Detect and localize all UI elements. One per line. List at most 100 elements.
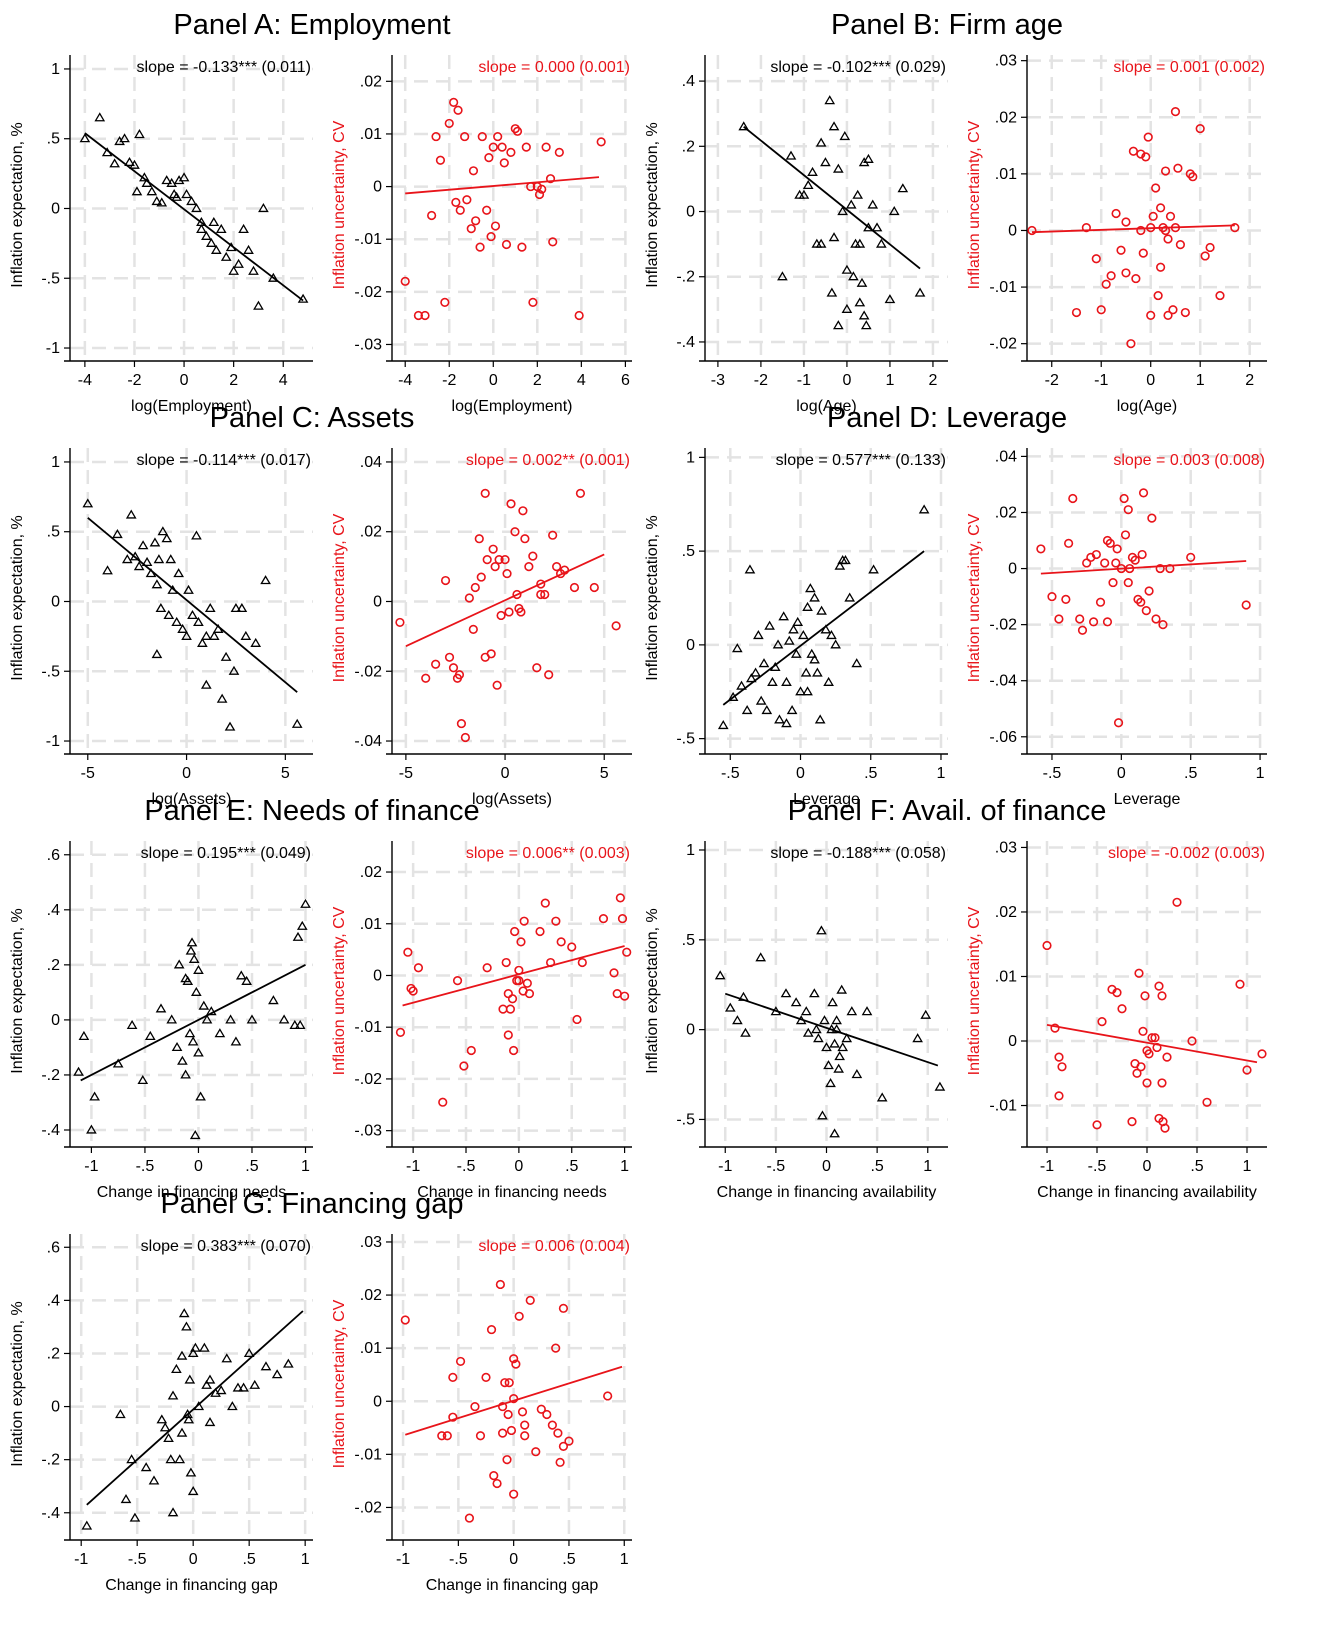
data-point bbox=[435, 155, 446, 165]
y-tick-label: -.01 bbox=[989, 279, 1017, 296]
y-tick-label: 1 bbox=[51, 61, 60, 78]
data-point bbox=[165, 1454, 177, 1464]
data-point bbox=[187, 1347, 199, 1358]
data-point bbox=[151, 649, 163, 659]
y-axis-label: Inflation uncertainty, CV bbox=[331, 906, 348, 1075]
data-point bbox=[589, 582, 599, 593]
data-point bbox=[544, 670, 554, 680]
data-point bbox=[551, 916, 561, 926]
data-point bbox=[232, 1382, 244, 1392]
x-tick-label: -2 bbox=[442, 372, 456, 389]
x-axis-label: Leverage bbox=[793, 791, 860, 808]
data-point bbox=[1144, 586, 1154, 596]
data-point bbox=[851, 658, 863, 668]
data-point bbox=[547, 1420, 557, 1430]
x-tick-label: 6 bbox=[621, 372, 630, 389]
data-point bbox=[460, 131, 470, 142]
data-point bbox=[163, 609, 175, 620]
x-tick-label: -.5 bbox=[136, 1158, 155, 1175]
data-point bbox=[1180, 307, 1190, 318]
x-tick-label: -.5 bbox=[1043, 765, 1062, 782]
data-point bbox=[482, 205, 492, 215]
data-point bbox=[171, 616, 183, 627]
data-point bbox=[173, 568, 184, 578]
data-point bbox=[161, 175, 173, 185]
y-tick-label: -.5 bbox=[41, 270, 60, 287]
y-tick-label: 0 bbox=[686, 1022, 695, 1039]
data-point bbox=[1095, 597, 1106, 607]
data-point bbox=[1057, 1062, 1067, 1072]
data-point bbox=[1157, 1078, 1167, 1088]
data-point bbox=[753, 630, 764, 640]
data-point bbox=[1128, 146, 1138, 156]
y-tick-label: .6 bbox=[47, 1239, 60, 1256]
data-point bbox=[619, 991, 630, 1001]
x-tick-label: 1 bbox=[301, 1158, 310, 1175]
data-point bbox=[73, 1066, 84, 1076]
data-point bbox=[1186, 552, 1196, 562]
y-tick-label: .01 bbox=[360, 1340, 382, 1357]
data-point bbox=[144, 1030, 156, 1041]
y-axis-label: Inflation expectation, % bbox=[9, 122, 26, 287]
data-point bbox=[1133, 594, 1143, 605]
panel-1-right-plot: -.02 -.01 0 .01 .02 .03 -2 -1 0 1 2 log(Age) Inflati… bbox=[966, 53, 1267, 415]
data-point bbox=[507, 994, 518, 1004]
data-point bbox=[572, 1014, 582, 1025]
fit-line bbox=[722, 550, 925, 706]
data-point bbox=[575, 488, 586, 498]
data-point bbox=[609, 968, 619, 978]
data-point bbox=[553, 1428, 563, 1438]
x-axis-label: log(Age) bbox=[796, 398, 856, 415]
data-point bbox=[201, 1379, 212, 1389]
data-point bbox=[208, 630, 220, 640]
x-tick-label: 0 bbox=[1146, 372, 1155, 389]
x-tick-label: .5 bbox=[870, 1158, 883, 1175]
data-point bbox=[1102, 535, 1113, 546]
data-point bbox=[503, 1409, 513, 1420]
data-point bbox=[79, 133, 91, 143]
data-point bbox=[187, 1486, 199, 1496]
y-tick-label: .02 bbox=[995, 504, 1017, 521]
data-point bbox=[1136, 597, 1146, 607]
x-axis-label: log(Assets) bbox=[472, 791, 552, 808]
data-point bbox=[516, 607, 526, 617]
x-tick-label: 0 bbox=[180, 372, 189, 389]
data-point bbox=[1132, 1068, 1142, 1078]
data-point bbox=[228, 265, 239, 275]
data-point bbox=[238, 1382, 249, 1392]
data-point bbox=[795, 686, 806, 696]
data-point bbox=[815, 238, 827, 248]
data-point bbox=[475, 1431, 486, 1441]
y-tick-label: -.02 bbox=[354, 1071, 382, 1088]
data-point bbox=[740, 1027, 751, 1037]
x-tick-label: 1 bbox=[620, 1158, 629, 1175]
data-point bbox=[133, 561, 145, 571]
data-point bbox=[806, 648, 818, 658]
data-point bbox=[1036, 544, 1046, 554]
data-point bbox=[500, 1378, 510, 1388]
data-point bbox=[201, 230, 212, 240]
data-point bbox=[1123, 505, 1133, 515]
x-tick-label: -.5 bbox=[767, 1158, 786, 1175]
x-tick-label: 1 bbox=[923, 1158, 932, 1175]
data-point bbox=[744, 564, 756, 574]
y-tick-label: -.03 bbox=[354, 1123, 382, 1140]
data-point bbox=[188, 953, 200, 963]
y-tick-label: .02 bbox=[360, 524, 382, 541]
data-point bbox=[490, 221, 501, 231]
data-point bbox=[1154, 981, 1164, 991]
data-point bbox=[615, 893, 625, 903]
data-point bbox=[442, 1431, 452, 1441]
data-point bbox=[240, 630, 252, 640]
data-point bbox=[489, 1470, 499, 1481]
fit-line bbox=[1031, 224, 1235, 234]
data-point bbox=[517, 1407, 528, 1417]
y-tick-label: -.01 bbox=[354, 1446, 382, 1463]
data-point bbox=[1088, 617, 1099, 627]
data-point bbox=[1138, 248, 1148, 258]
y-tick-label: -.03 bbox=[354, 336, 382, 353]
data-point bbox=[761, 705, 773, 715]
data-point bbox=[486, 1324, 497, 1335]
data-point bbox=[109, 158, 120, 168]
data-point bbox=[802, 601, 813, 611]
